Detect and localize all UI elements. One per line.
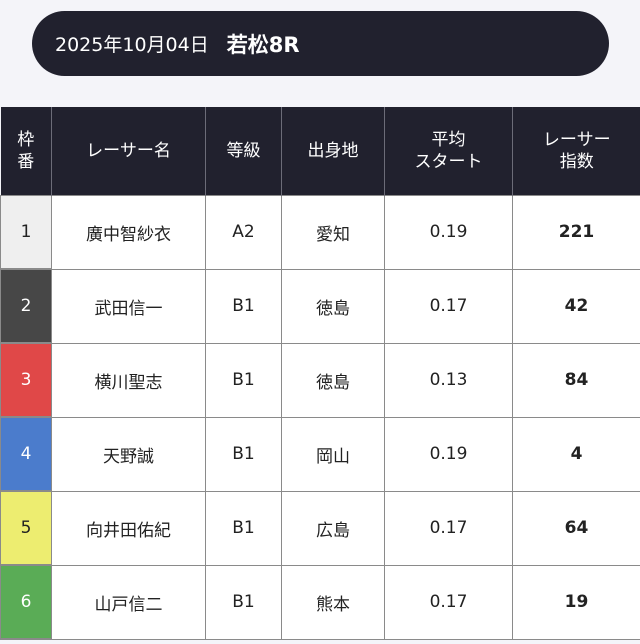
racer-grade: B1 <box>205 490 282 566</box>
table-row: 4 天野誠 B1 岡山 0.19 4 <box>0 416 640 492</box>
racer-index: 4 <box>512 416 640 492</box>
racer-index: 19 <box>512 564 640 640</box>
col-header-avg-start: 平均 スタート <box>384 107 513 196</box>
table-row: 3 横川聖志 B1 徳島 0.13 84 <box>0 342 640 418</box>
col-header-origin: 出身地 <box>281 107 385 196</box>
col-header-frame: 枠番 <box>0 107 52 196</box>
racer-name: 武田信一 <box>51 268 206 344</box>
frame-number: 3 <box>0 342 52 418</box>
frame-number: 1 <box>0 195 52 270</box>
racer-avg-start: 0.17 <box>384 268 513 344</box>
racer-index: 221 <box>512 195 640 270</box>
frame-number: 4 <box>0 416 52 492</box>
racer-grade: B1 <box>205 268 282 344</box>
racer-avg-start: 0.13 <box>384 342 513 418</box>
racer-grade: A2 <box>205 195 282 270</box>
table-header-row: 枠番 レーサー名 等級 出身地 平均 スタート レーサー 指数 <box>0 107 640 196</box>
frame-number: 2 <box>0 268 52 344</box>
frame-number: 6 <box>0 564 52 640</box>
table-row: 2 武田信一 B1 徳島 0.17 42 <box>0 268 640 344</box>
racer-origin: 熊本 <box>281 564 385 640</box>
racer-name: 天野誠 <box>51 416 206 492</box>
table-row: 5 向井田佑紀 B1 広島 0.17 64 <box>0 490 640 566</box>
racer-grade: B1 <box>205 342 282 418</box>
racer-avg-start: 0.19 <box>384 416 513 492</box>
racer-origin: 広島 <box>281 490 385 566</box>
racer-table: 枠番 レーサー名 等級 出身地 平均 スタート レーサー 指数 1 廣中智紗衣 A2… <box>0 107 640 640</box>
col-header-grade: 等級 <box>205 107 282 196</box>
racer-name: 横川聖志 <box>51 342 206 418</box>
race-name: 若松8R <box>226 32 300 57</box>
racer-grade: B1 <box>205 564 282 640</box>
racer-avg-start: 0.17 <box>384 490 513 566</box>
racer-name: 廣中智紗衣 <box>51 195 206 270</box>
table-row: 6 山戸信二 B1 熊本 0.17 19 <box>0 564 640 640</box>
col-header-racer-name: レーサー名 <box>51 107 206 196</box>
racer-avg-start: 0.17 <box>384 564 513 640</box>
racer-origin: 徳島 <box>281 268 385 344</box>
racer-index: 42 <box>512 268 640 344</box>
table-row: 1 廣中智紗衣 A2 愛知 0.19 221 <box>0 195 640 270</box>
racer-avg-start: 0.19 <box>384 195 513 270</box>
racer-index: 64 <box>512 490 640 566</box>
racer-origin: 岡山 <box>281 416 385 492</box>
race-header: 2025年10月04日 若松8R <box>32 11 609 76</box>
racer-index: 84 <box>512 342 640 418</box>
col-header-racer-index: レーサー 指数 <box>512 107 640 196</box>
racer-grade: B1 <box>205 416 282 492</box>
racer-name: 山戸信二 <box>51 564 206 640</box>
racer-origin: 愛知 <box>281 195 385 270</box>
frame-number: 5 <box>0 490 52 566</box>
racer-name: 向井田佑紀 <box>51 490 206 566</box>
race-date: 2025年10月04日 <box>55 34 209 56</box>
racer-origin: 徳島 <box>281 342 385 418</box>
